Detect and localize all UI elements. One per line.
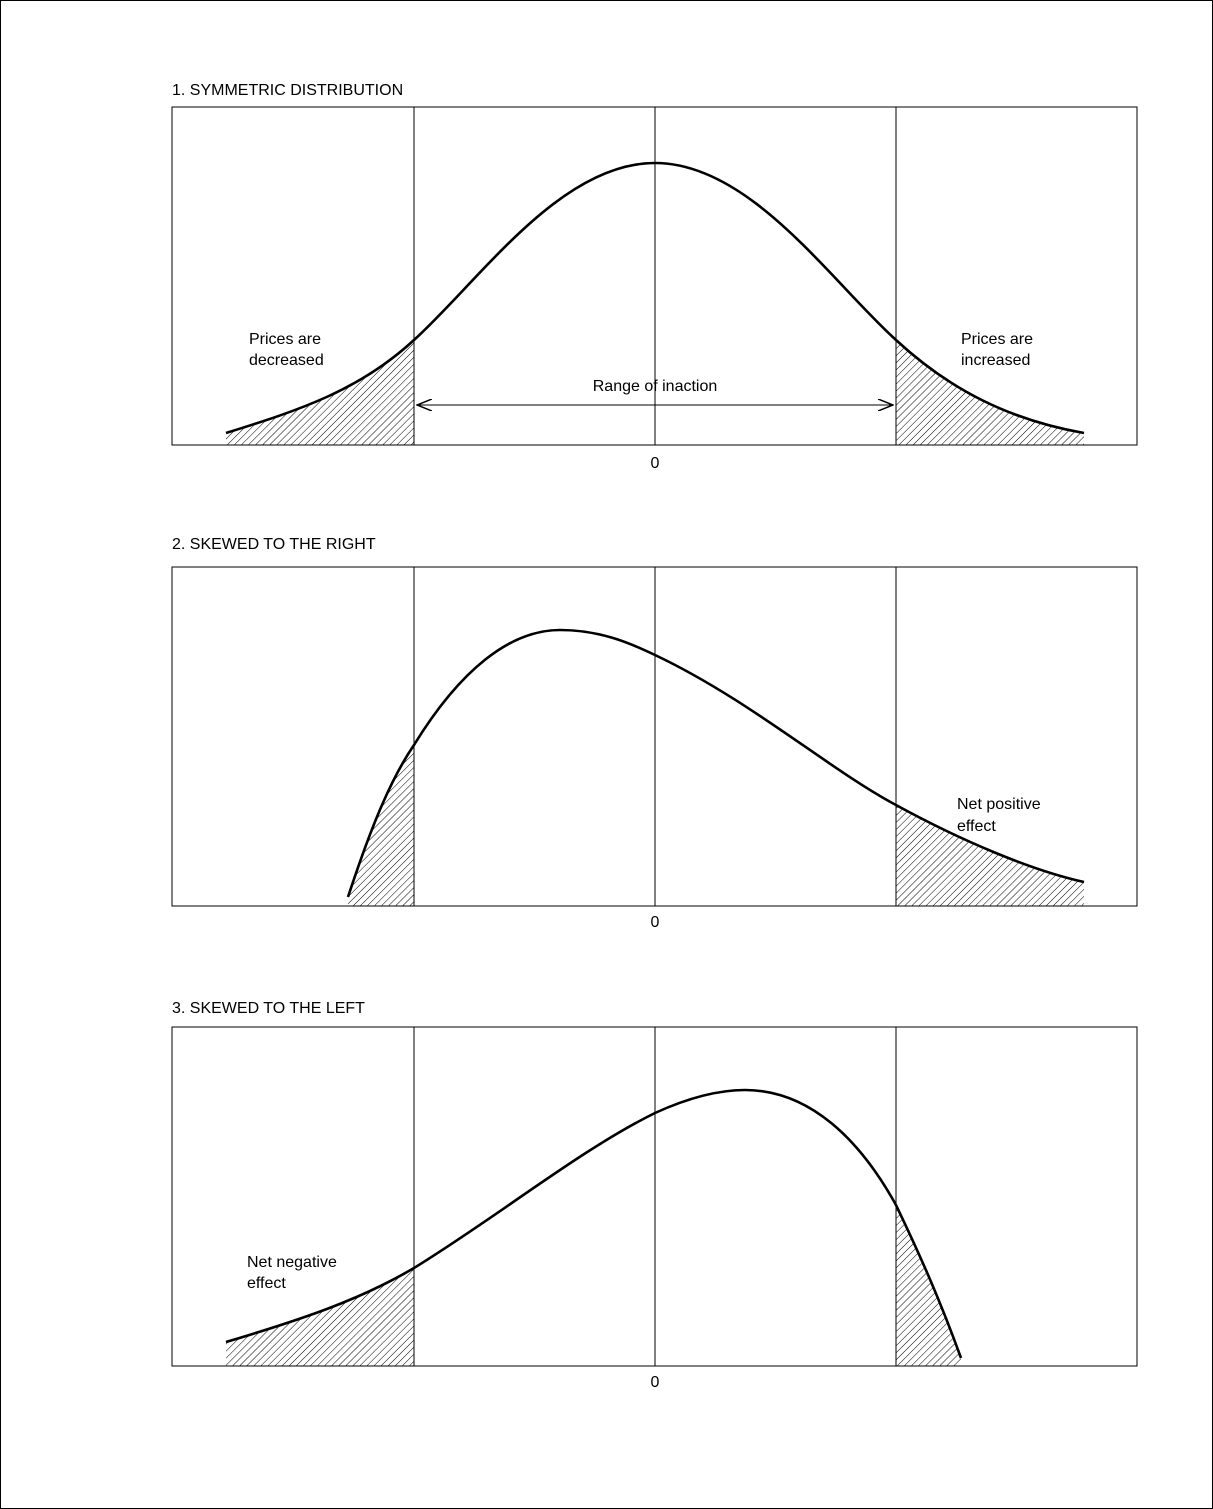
panel: 2. SKEWED TO THE RIGHT Net positive effe… <box>171 536 1138 931</box>
annotation: effect <box>957 818 996 835</box>
annotation: Net negative <box>247 1254 337 1271</box>
hatched-tail <box>348 630 1084 906</box>
axis-label: 0 <box>651 914 660 931</box>
distribution-curve <box>225 1088 963 1359</box>
annotation: Range of inaction <box>593 378 718 395</box>
hatched-tail <box>226 1090 961 1366</box>
distribution-curve <box>225 161 1085 435</box>
axis-label: 0 <box>651 455 660 472</box>
annotation: decreased <box>249 352 324 369</box>
panel-title: 1. SYMMETRIC DISTRIBUTION <box>172 82 403 99</box>
annotation: Prices are <box>249 331 321 348</box>
annotation: Prices are <box>961 331 1033 348</box>
panel: 1. SYMMETRIC DISTRIBUTION Prices are dec… <box>171 82 1138 472</box>
annotation: effect <box>247 1275 286 1292</box>
annotation: increased <box>961 352 1030 369</box>
distribution-curve <box>346 628 1085 898</box>
axis-label: 0 <box>651 1374 660 1391</box>
panel: 3. SKEWED TO THE LEFT Net negative effec… <box>171 1000 1138 1391</box>
panel-title: 3. SKEWED TO THE LEFT <box>172 1000 365 1017</box>
panel-title: 2. SKEWED TO THE RIGHT <box>172 536 376 553</box>
annotation: Net positive <box>957 796 1041 813</box>
